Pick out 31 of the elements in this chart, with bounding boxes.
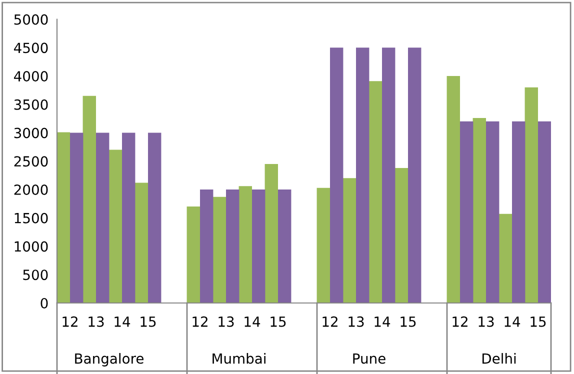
y-tick-label: 0 <box>40 298 48 308</box>
y-tick-label: 3500 <box>14 99 48 110</box>
text: Delhi <box>482 353 516 364</box>
x-tick-label: 15 <box>400 316 416 327</box>
text: Mumbai <box>212 353 266 364</box>
x-tick-label: 15 <box>530 316 546 327</box>
x-tick-label: 13 <box>88 316 104 327</box>
y-tick-label: 4500 <box>14 42 48 54</box>
y-tick-label: 1000 <box>14 241 48 252</box>
x-tick-label: 13 <box>478 316 494 327</box>
y-tick-label: 2000 <box>14 184 48 195</box>
x-tick-label: 13 <box>218 316 234 327</box>
x-tick-label: 14 <box>504 316 520 327</box>
x-tick-label: 12 <box>192 316 208 327</box>
y-tick-label: 500 <box>23 270 48 280</box>
x-tick-label: 12 <box>62 316 78 327</box>
y-tick-label: 1500 <box>14 212 48 224</box>
x-tick-label: 14 <box>114 316 130 327</box>
text: Pune <box>353 353 386 364</box>
x-tick-label: 12 <box>452 316 468 327</box>
x-tick-label: 15 <box>270 316 286 327</box>
x-tick-label: 14 <box>374 316 390 327</box>
y-tick-label: 4000 <box>14 71 48 82</box>
x-tick-label: 12 <box>322 316 338 327</box>
y-tick-label: 3000 <box>14 128 48 138</box>
text: Bangalore <box>75 353 144 366</box>
x-tick-label: 13 <box>348 316 364 327</box>
y-tick-label: 2500 <box>14 156 48 167</box>
x-tick-label: 15 <box>140 316 156 327</box>
y-tick-label: 5000 <box>14 14 48 25</box>
x-tick-label: 14 <box>244 316 260 327</box>
